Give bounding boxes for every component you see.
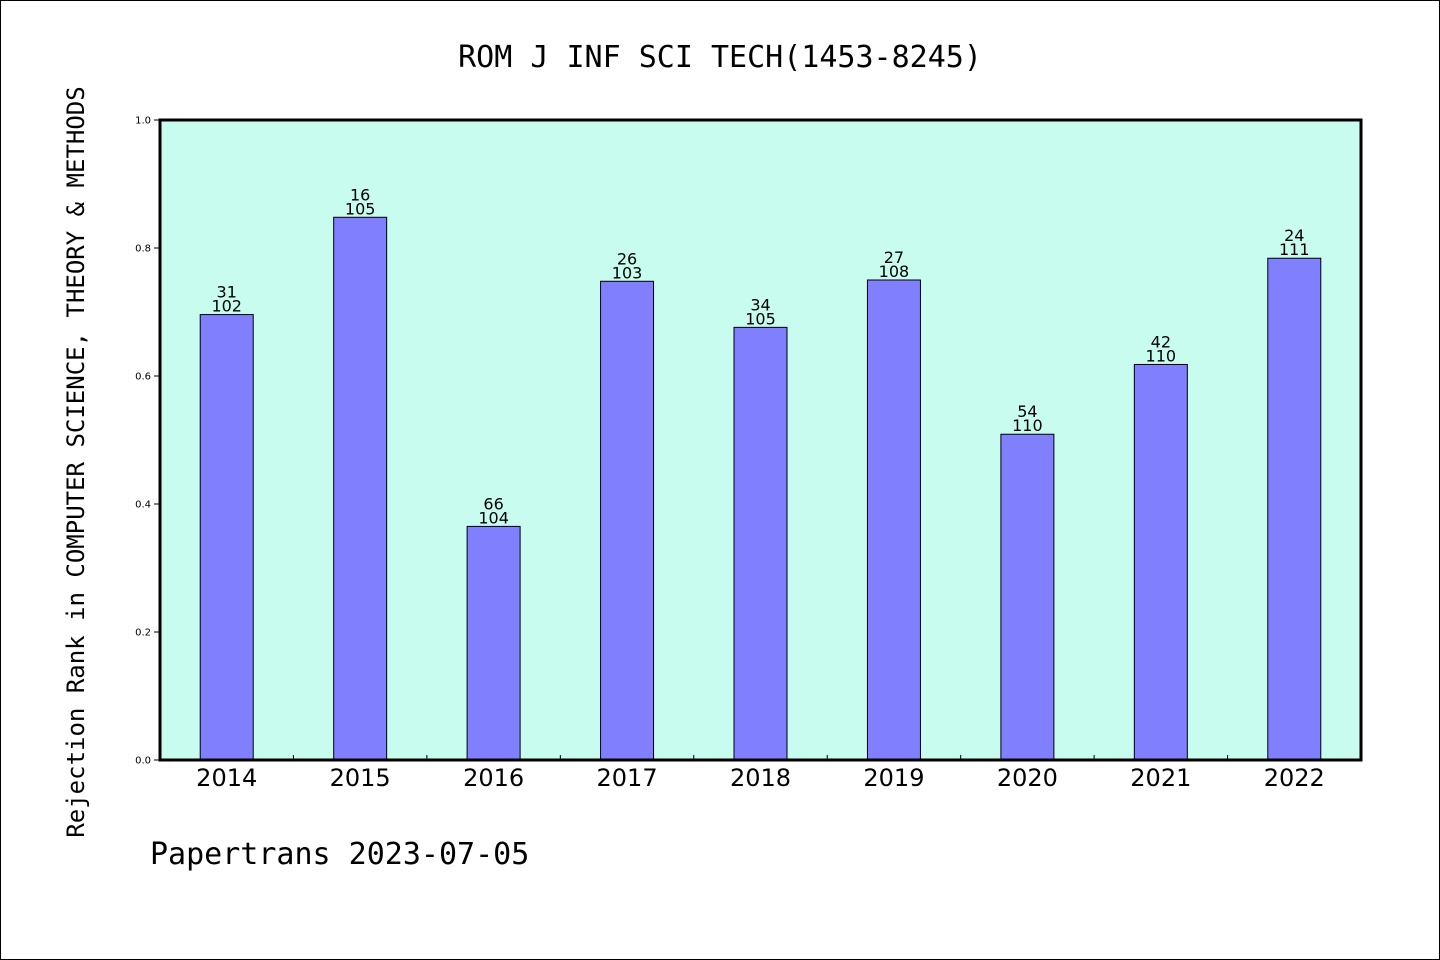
y-axis-label: Rejection Rank in COMPUTER SCIENCE, THEO… [62, 86, 90, 837]
bar-2016 [466, 525, 521, 761]
bar-2017 [600, 280, 655, 761]
bar-label-top-2017: 26 [617, 249, 637, 268]
footer-credit: Papertrans 2023-07-05 [150, 837, 529, 872]
bar-label-bottom-2021: 110 [1146, 346, 1177, 365]
plot-border [158, 118, 1363, 762]
x-tick-label-2018: 2018 [730, 764, 791, 792]
bar-label-top-2018: 34 [750, 295, 770, 314]
y-tick-label: 0.0 [135, 756, 151, 767]
y-ticks-layer: 0.0 0.2 0.4 0.6 0.8 1.0 [135, 116, 160, 767]
bar-label-bottom-2022: 111 [1279, 240, 1310, 259]
y-tick-label: 0.4 [135, 500, 151, 511]
bar-2022 [1267, 257, 1322, 761]
bar-label-top-2016: 66 [483, 494, 503, 513]
y-tick-label: 0.6 [135, 372, 151, 383]
bar-2019 [866, 279, 921, 761]
x-ticks-layer: 2014 2015 2016 2017 2018 2019 2020 2021 2022 [196, 755, 1325, 792]
y-tick-label: 0.8 [135, 244, 151, 255]
bar-label-bottom-2015: 105 [345, 199, 376, 218]
x-tick-label-2020: 2020 [997, 764, 1058, 792]
bar-label-top-2021: 42 [1151, 332, 1171, 351]
bar-label-bottom-2018: 105 [745, 309, 776, 328]
x-tick-label-2021: 2021 [1130, 764, 1191, 792]
chart-title: ROM J INF SCI TECH(1453-8245) [458, 40, 982, 75]
bar-label-top-2022: 24 [1284, 226, 1304, 245]
bar-2021 [1133, 363, 1188, 761]
x-tick-label-2019: 2019 [863, 764, 924, 792]
x-tick-label-2014: 2014 [196, 764, 257, 792]
bar-label-top-2015: 16 [350, 185, 370, 204]
bar-label-bottom-2020: 110 [1012, 416, 1043, 435]
y-tick-label: 0.2 [135, 628, 151, 639]
bar-label-top-2019: 27 [884, 248, 904, 267]
x-tick-label-2022: 2022 [1264, 764, 1325, 792]
bar-label-bottom-2017: 103 [612, 263, 643, 282]
bar-2020 [1000, 433, 1055, 761]
bar-2015 [333, 216, 388, 761]
bar-2018 [733, 326, 788, 761]
bar-label-bottom-2014: 102 [211, 297, 242, 316]
bar-label-top-2020: 54 [1017, 402, 1037, 421]
bar-label-bottom-2019: 108 [879, 262, 910, 281]
x-tick-label-2017: 2017 [597, 764, 658, 792]
bars-layer [199, 216, 1322, 761]
data-labels-layer: 3110216105661042610334105271085411042110… [211, 185, 1309, 527]
bar-label-top-2014: 31 [217, 283, 237, 302]
bar-label-bottom-2016: 104 [478, 508, 509, 527]
bar-2014 [199, 314, 254, 761]
y-tick-label: 1.0 [135, 116, 151, 127]
x-tick-label-2015: 2015 [330, 764, 391, 792]
x-tick-label-2016: 2016 [463, 764, 524, 792]
